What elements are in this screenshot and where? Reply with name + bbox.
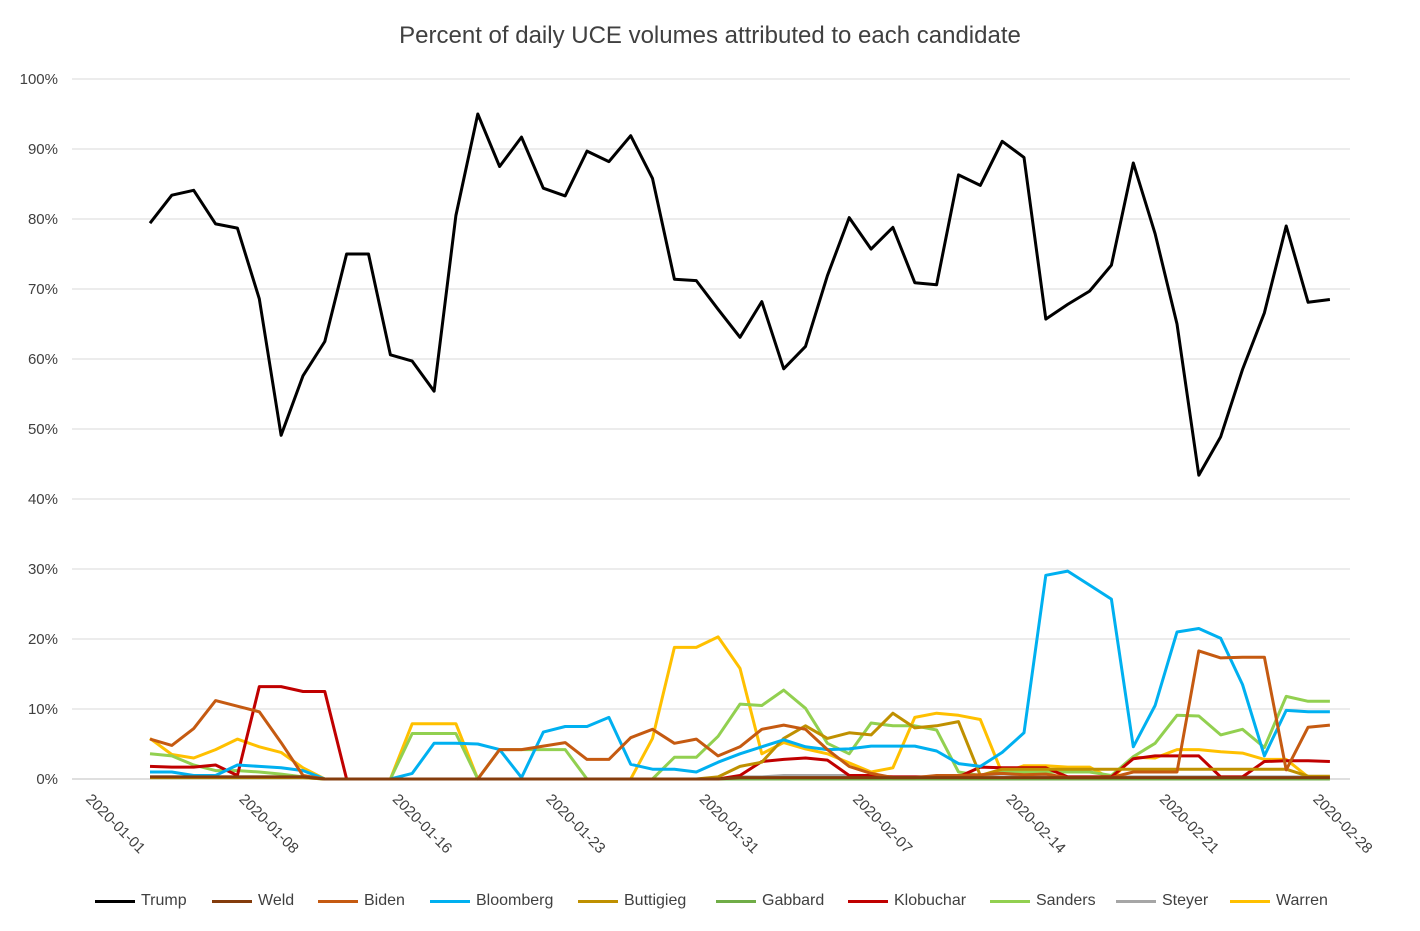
y-tick-label: 0%	[36, 771, 58, 788]
legend-label: Steyer	[1162, 892, 1209, 909]
x-tick-label: 2020-01-08	[236, 791, 302, 857]
legend-item-trump: Trump	[95, 886, 187, 916]
y-tick-label: 100%	[20, 71, 58, 88]
y-tick-label: 70%	[28, 281, 58, 298]
y-tick-label: 20%	[28, 631, 58, 648]
legend-swatch	[95, 899, 135, 903]
legend-item-warren: Warren	[1230, 886, 1328, 916]
legend-label: Klobuchar	[894, 892, 967, 909]
y-tick-label: 90%	[28, 141, 58, 158]
x-tick-label: 2020-02-07	[849, 791, 915, 857]
legend-item-buttigieg: Buttigieg	[578, 886, 686, 916]
legend-item-gabbard: Gabbard	[716, 886, 824, 916]
x-tick-label: 2020-01-31	[696, 791, 762, 857]
legend-swatch	[430, 899, 470, 903]
legend-swatch	[1116, 899, 1156, 903]
series-line-trump	[148, 112, 1331, 477]
series-lines	[148, 112, 1331, 781]
legend: Trump Weld Biden Bloomberg Buttigieg Gabbard K…	[0, 886, 1420, 916]
x-tick-label: 2020-02-21	[1156, 791, 1222, 857]
legend-swatch	[990, 899, 1030, 903]
legend-swatch	[212, 899, 252, 903]
x-tick-label: 2020-01-16	[389, 791, 455, 857]
x-tick-label: 2020-02-28	[1309, 791, 1375, 857]
y-tick-label: 10%	[28, 701, 58, 718]
legend-label: Trump	[141, 892, 187, 909]
legend-item-biden: Biden	[318, 886, 405, 916]
legend-item-bloomberg: Bloomberg	[430, 886, 553, 916]
series-line-weld	[150, 775, 1330, 781]
legend-label: Buttigieg	[624, 892, 687, 909]
y-axis-tick-labels: 0% 10% 20% 30% 40% 50% 60% 70% 80% 90% 100%	[20, 71, 58, 788]
legend-label: Biden	[364, 892, 405, 909]
legend-swatch	[848, 899, 888, 903]
legend-label: Gabbard	[762, 892, 825, 909]
y-tick-label: 50%	[28, 421, 58, 438]
y-tick-label: 40%	[28, 491, 58, 508]
legend-swatch	[1230, 899, 1270, 903]
y-tick-label: 80%	[28, 211, 58, 228]
x-tick-label: 2020-02-14	[1003, 791, 1069, 857]
legend-item-klobuchar: Klobuchar	[848, 886, 966, 916]
gridlines	[72, 78, 1350, 780]
y-tick-label: 60%	[28, 351, 58, 368]
legend-item-sanders: Sanders	[990, 886, 1096, 916]
legend-label: Warren	[1276, 892, 1328, 909]
y-tick-label: 30%	[28, 561, 58, 578]
x-axis-tick-labels: 2020-01-01 2020-01-08 2020-01-16 2020-01-23…	[82, 791, 1375, 857]
chart-title: Percent of daily UCE volumes attributed …	[399, 22, 1021, 49]
legend-label: Weld	[258, 892, 295, 909]
legend-label: Bloomberg	[476, 892, 554, 909]
legend-label: Sanders	[1036, 892, 1096, 909]
legend-item-weld: Weld	[212, 886, 294, 916]
x-tick-label: 2020-01-01	[82, 791, 148, 857]
legend-item-steyer: Steyer	[1116, 886, 1208, 916]
legend-swatch	[578, 899, 618, 903]
x-tick-label: 2020-01-23	[542, 791, 608, 857]
legend-swatch	[716, 899, 756, 903]
legend-swatch	[318, 899, 358, 903]
